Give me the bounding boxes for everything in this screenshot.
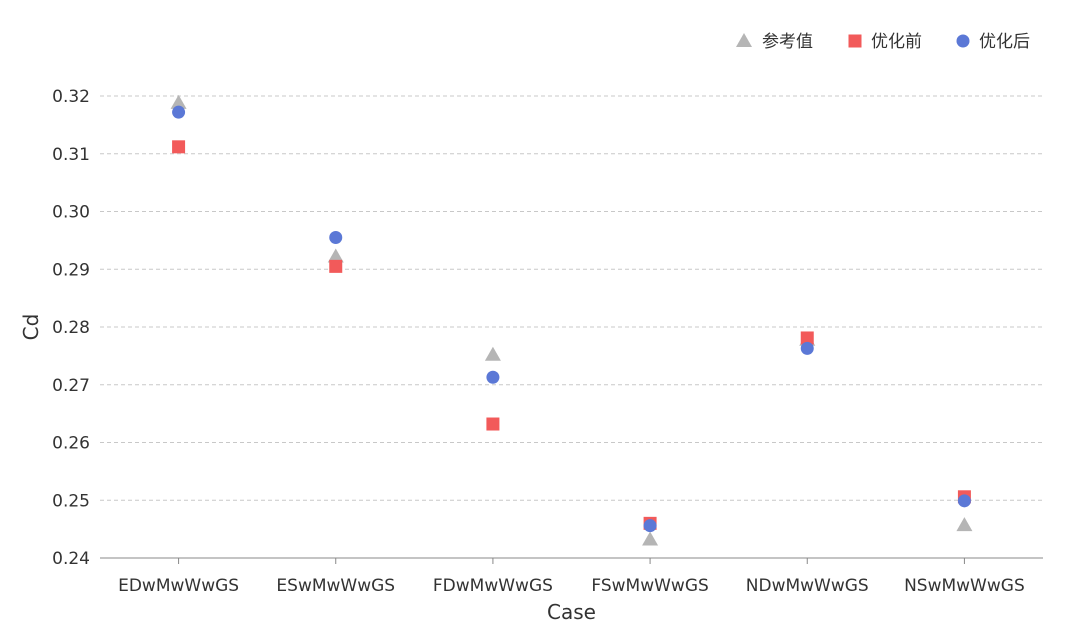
x-tick-label: FSwMwWwGS: [591, 576, 708, 596]
legend-label: 参考值: [762, 32, 813, 52]
legend-marker-circle: [956, 34, 970, 48]
y-tick-label: 0.26: [52, 434, 90, 454]
x-tick-label: NDwMwWwGS: [746, 576, 869, 596]
legend-item: 优化前: [848, 32, 922, 52]
data-point-triangle: [484, 346, 501, 361]
legend-marker-triangle: [736, 33, 752, 47]
axes: 0.24 0.25 0.26 0.27 0.28 0.29 0.30 0.31 0.32 EDwM…: [52, 87, 1043, 596]
y-axis-title: Cd: [19, 314, 43, 341]
data-point-triangle: [956, 517, 973, 532]
data-point-circle: [957, 494, 971, 508]
legend: 参考值 优化前 优化后: [736, 32, 1030, 52]
x-tick-label: ESwMwWwGS: [276, 576, 395, 596]
data-point-circle: [486, 370, 500, 384]
x-tick-label: NSwMwWwGS: [904, 576, 1025, 596]
y-tick-label: 0.24: [52, 549, 90, 569]
legend-label: 优化后: [979, 32, 1030, 52]
data-point-square: [329, 259, 343, 273]
grid-lines: [100, 95, 1043, 501]
data-point-triangle: [327, 248, 344, 263]
data-point-circle: [800, 341, 814, 355]
y-tick-label: 0.25: [52, 491, 90, 511]
y-tick-label: 0.32: [52, 87, 90, 107]
y-tick-label: 0.27: [52, 376, 90, 396]
data-point-square: [800, 331, 814, 345]
data-point-circle: [643, 519, 657, 533]
legend-item: 优化后: [956, 32, 1030, 52]
x-tick-label: EDwMwWwGS: [118, 576, 239, 596]
x-tick-label: FDwMwWwGS: [433, 576, 553, 596]
legend-item: 参考值: [736, 32, 813, 52]
x-axis-title: Case: [547, 600, 596, 624]
y-tick-label: 0.28: [52, 318, 90, 338]
data-point-circle: [172, 105, 186, 119]
data-point-square: [486, 417, 500, 431]
legend-label: 优化前: [871, 32, 922, 52]
y-tick-label: 0.31: [52, 145, 90, 165]
data-point-circle: [329, 230, 343, 244]
y-tick-label: 0.29: [52, 260, 90, 280]
y-tick-label: 0.30: [52, 203, 90, 223]
data-point-square: [172, 140, 186, 154]
data-point-triangle: [170, 94, 187, 109]
data-points: [170, 94, 973, 546]
legend-marker-square: [848, 34, 862, 48]
data-point-triangle: [642, 531, 659, 546]
